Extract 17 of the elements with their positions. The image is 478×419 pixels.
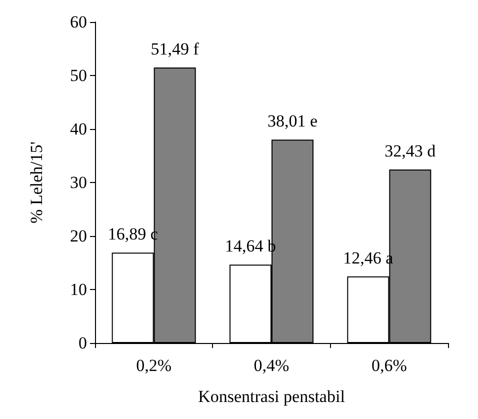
data-label: 12,46 a [343, 248, 394, 268]
y-tick-label: 20 [70, 226, 87, 246]
y-tick-label: 10 [70, 280, 87, 299]
y-tick-label: 40 [70, 120, 87, 138]
data-label: 38,01 e [267, 112, 318, 131]
data-label: 51,49 f [150, 40, 200, 59]
x-tick-label: 0,4% [254, 356, 290, 375]
y-tick-label: 0 [78, 334, 87, 352]
y-tick-label: 30 [70, 173, 87, 192]
x-tick-label: 0,6% [371, 356, 407, 375]
data-label: 16,89 c [108, 224, 158, 244]
x-tick-label: 0,2% [136, 356, 172, 375]
data-label: 32,43 d [384, 142, 436, 160]
x-axis-title: Konsentrasi penstabil [198, 387, 346, 406]
y-axis-title: % Leleh/15' [27, 142, 46, 224]
y-tick-label: 60 [70, 12, 87, 32]
y-tick-label: 50 [70, 66, 87, 85]
